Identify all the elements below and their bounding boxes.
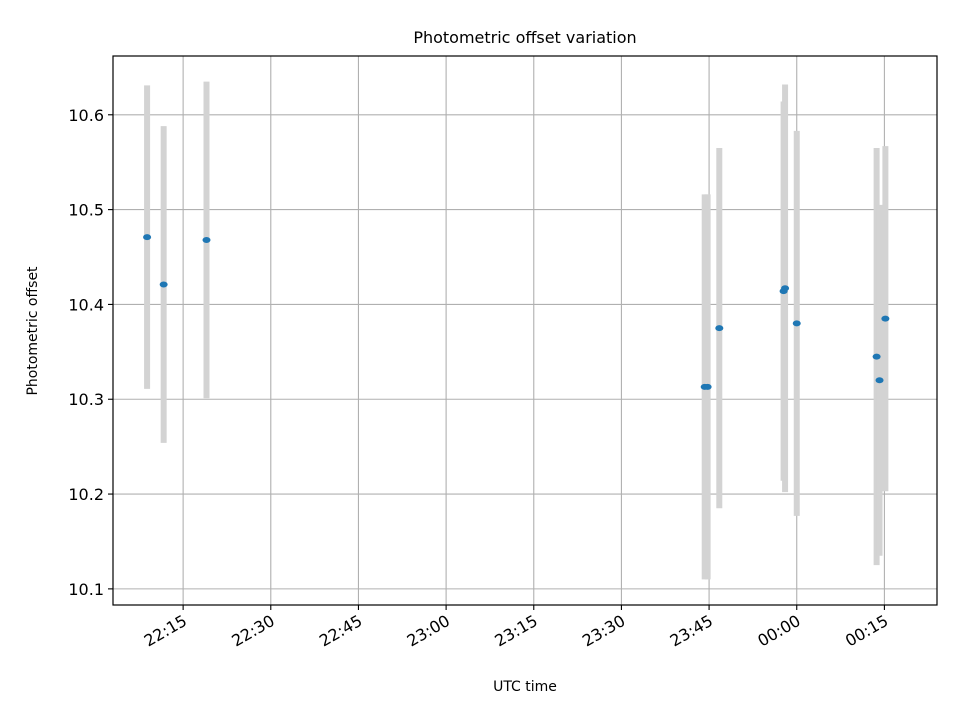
y-axis-label: Photometric offset xyxy=(25,266,41,396)
y-tick-label: 10.6 xyxy=(68,106,104,125)
data-point xyxy=(715,325,724,332)
y-axis-ticks: 10.1 10.2 10.3 10.4 10.5 10.6 xyxy=(68,106,113,599)
data-points xyxy=(143,234,890,390)
y-tick-label: 10.2 xyxy=(68,485,104,504)
x-axis-label: UTC time xyxy=(493,679,557,695)
data-point xyxy=(781,285,790,292)
data-point xyxy=(881,315,890,322)
data-point xyxy=(159,281,168,288)
y-tick-label: 10.4 xyxy=(68,295,104,314)
y-tick-label: 10.1 xyxy=(68,580,104,599)
data-point xyxy=(792,320,801,327)
data-point xyxy=(872,353,881,360)
data-point xyxy=(143,234,152,241)
plot-area-frame xyxy=(112,55,938,606)
data-point xyxy=(202,236,211,243)
chart-title: Photometric offset variation xyxy=(413,28,636,47)
data-point xyxy=(875,377,884,384)
y-tick-label: 10.5 xyxy=(68,201,104,220)
data-point xyxy=(703,383,712,390)
y-tick-label: 10.3 xyxy=(68,390,104,409)
